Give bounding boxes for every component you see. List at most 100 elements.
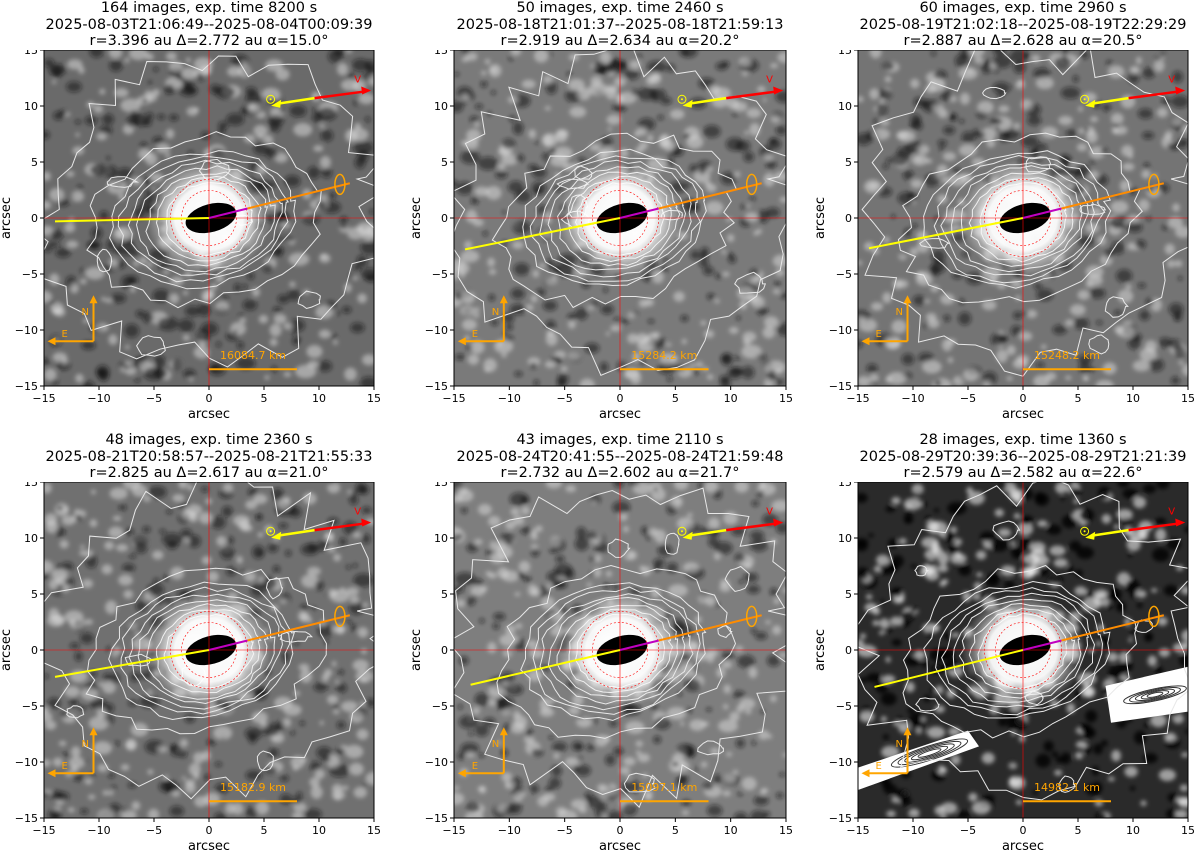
scale-bar: 15097.1 km [620, 781, 709, 803]
x-tick-label: 15 [779, 824, 792, 837]
y-tick-label: 0 [441, 644, 448, 657]
panel-title2: 2025-08-21T20:58:57--2025-08-21T21:55:33 [45, 448, 373, 465]
x-tick-label: 15 [367, 824, 380, 837]
x-tick-label: −5 [146, 824, 162, 837]
panel-title3: r=2.919 au Δ=2.634 au α=20.2° [500, 33, 740, 49]
noise-texture [44, 50, 374, 386]
compass-north: N [82, 739, 89, 750]
scale-bar: 15284.2 km [620, 349, 709, 371]
y-tick-label: 10 [838, 100, 852, 113]
direction-lines [470, 605, 762, 686]
compass-east: E [62, 761, 68, 772]
x-tick-label: 0 [1020, 392, 1027, 405]
scale-bar: 15182.9 km [209, 781, 297, 803]
panel-title-6: 28 images, exp. time 1360 s 2025-08-29T20… [813, 432, 1200, 482]
tail-marker [745, 605, 758, 628]
y-tick-label: 0 [845, 212, 852, 225]
tail-line [1061, 614, 1165, 642]
x-tick-label: 5 [1075, 824, 1082, 837]
x-tick-label: 5 [672, 824, 679, 837]
panel-title1: 50 images, exp. time 2460 s [516, 0, 724, 16]
velocity-label: V [354, 74, 361, 85]
compass-east: E [62, 329, 68, 340]
compass: NE [861, 727, 912, 778]
x-axis-label: arcsec [1002, 407, 1044, 422]
antisolar-line [464, 217, 621, 251]
inner-line [1022, 207, 1062, 219]
x-tick-label: 0 [617, 824, 624, 837]
x-tick-label: −5 [557, 392, 573, 405]
y-tick-label: −15 [829, 812, 852, 825]
x-tick-label: 0 [206, 392, 213, 405]
x-axis-label: arcsec [188, 407, 230, 422]
y-axis-label: arcsec [0, 197, 14, 239]
x-tick-label: −5 [960, 392, 976, 405]
tail-line [247, 182, 351, 210]
panel-title3: r=3.396 au Δ=2.772 au α=15.0° [89, 33, 329, 49]
panel-title2: 2025-08-24T20:41:55--2025-08-24T21:59:48 [456, 448, 784, 465]
compass-north: N [492, 739, 499, 750]
y-tick-label: −15 [15, 380, 38, 393]
panel-title-4: 48 images, exp. time 2360 s 2025-08-21T20… [0, 432, 419, 482]
panel-title2: 2025-08-03T21:06:49--2025-08-04T00:09:39 [45, 16, 373, 33]
tail-marker [1148, 605, 1160, 628]
x-tick-label: −15 [32, 392, 55, 405]
y-tick-label: −15 [425, 380, 448, 393]
y-tick-label: 15 [838, 482, 852, 489]
direction-lines [874, 605, 1165, 688]
panel-title1: 60 images, exp. time 2960 s [919, 0, 1127, 16]
x-tick-label: 0 [1020, 824, 1027, 837]
y-tick-label: 5 [31, 588, 38, 601]
y-tick-label: 15 [434, 482, 448, 489]
compass-north: N [896, 307, 903, 318]
panel-title2: 2025-08-18T21:01:37--2025-08-18T21:59:13 [456, 16, 784, 33]
direction-lines [868, 173, 1165, 250]
y-axis-label: arcsec [814, 197, 828, 239]
x-tick-label: −15 [846, 392, 869, 405]
x-tick-label: 15 [779, 392, 792, 405]
velocity-label: V [1168, 74, 1175, 85]
noise-texture [858, 50, 1188, 386]
y-tick-label: 0 [31, 212, 38, 225]
y-tick-label: 5 [845, 156, 852, 169]
x-tick-label: −10 [901, 392, 924, 405]
y-axis-label: arcsec [814, 629, 828, 671]
y-tick-label: −10 [829, 324, 852, 337]
x-tick-label: −10 [87, 824, 110, 837]
axis-ticks: −15−15 −10 −10 −5 −5 0 0 5 5 10 10 15 15 [15, 482, 380, 837]
x-tick-label: −5 [557, 824, 573, 837]
axis-ticks: −15−15 −10 −10 −5 −5 0 0 5 5 10 10 15 15 [15, 50, 380, 405]
y-tick-label: 5 [441, 156, 448, 169]
inner-line [208, 639, 248, 651]
panel-title2: 2025-08-29T20:39:36--2025-08-29T21:21:39 [859, 448, 1187, 465]
panel-title-1: 164 images, exp. time 8200 s 2025-08-03T2… [0, 0, 419, 50]
tail-line [658, 182, 762, 210]
y-tick-label: 5 [845, 588, 852, 601]
x-tick-label: 15 [1181, 824, 1194, 837]
x-tick-label: −5 [146, 392, 162, 405]
sun-velocity-arrows: V [266, 506, 372, 540]
y-tick-label: −5 [432, 700, 448, 713]
tail-marker [334, 173, 346, 196]
antisolar-line [54, 217, 210, 223]
compass-east: E [472, 329, 478, 340]
scale-label: 14982.1 km [1034, 781, 1100, 794]
y-tick-label: 10 [434, 532, 448, 545]
compass-north: N [82, 307, 89, 318]
x-tick-label: 0 [617, 392, 624, 405]
y-tick-label: −15 [829, 380, 852, 393]
tail-line [247, 614, 351, 642]
x-tick-label: 10 [312, 824, 326, 837]
y-tick-label: −5 [22, 700, 38, 713]
panel-title-5: 43 images, exp. time 2110 s 2025-08-24T20… [410, 432, 830, 482]
y-tick-label: 10 [434, 100, 448, 113]
y-tick-label: 0 [441, 212, 448, 225]
compass: NE [457, 295, 508, 346]
axis-ticks: −15−15 −10 −10 −5 −5 0 0 5 5 10 10 15 15 [829, 482, 1194, 837]
x-tick-label: −5 [960, 824, 976, 837]
y-tick-label: −5 [836, 700, 852, 713]
